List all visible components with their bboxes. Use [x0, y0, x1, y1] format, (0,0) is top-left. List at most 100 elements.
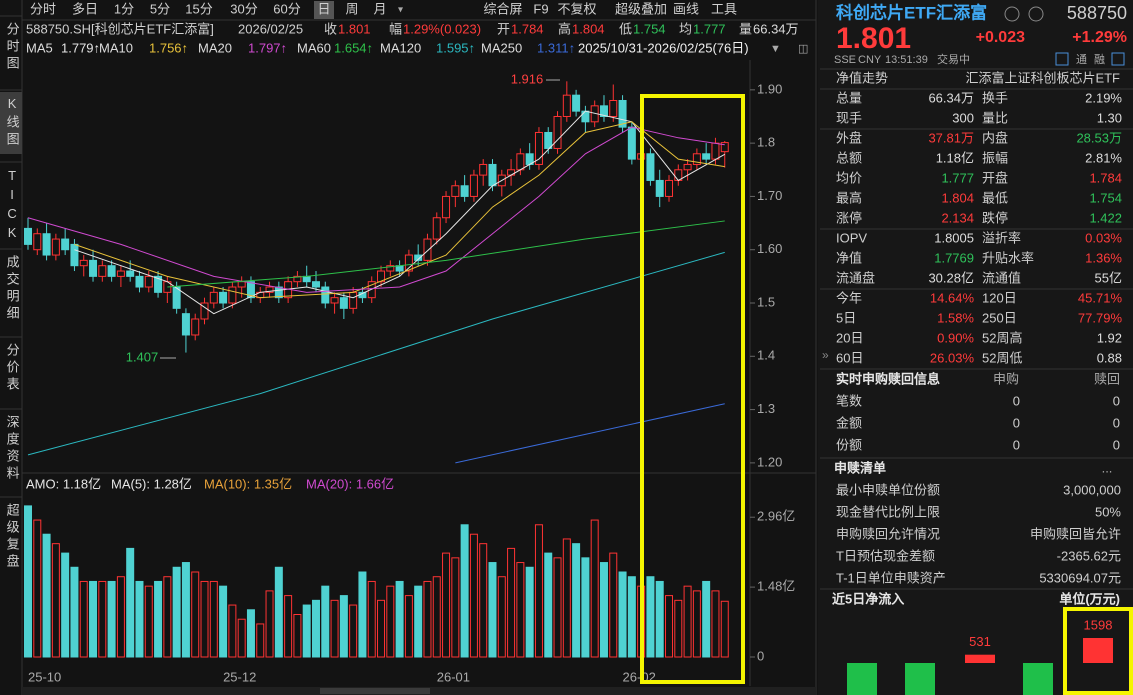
field-value: 300 — [952, 110, 974, 125]
inflow-bar — [847, 663, 877, 695]
period-tab[interactable]: 多日 — [72, 1, 98, 16]
sidebar-tab[interactable]: 超级复盘 — [5, 503, 20, 571]
volume-bar — [497, 576, 506, 658]
candle-body — [89, 259, 98, 277]
candle-body — [395, 265, 404, 272]
tool-button[interactable]: 不复权 — [557, 1, 596, 16]
volume-bar — [432, 576, 441, 658]
refresh-icon[interactable] — [1004, 6, 1020, 22]
volume-bar — [683, 585, 692, 658]
quote-value: 1.801 — [338, 21, 371, 36]
field-label: 溢折率 — [982, 230, 1021, 245]
y-tick-label: 1.60 — [757, 241, 782, 256]
tool-button[interactable]: 超级叠加 — [615, 1, 667, 16]
period-tab[interactable]: 60分 — [273, 1, 300, 16]
field-label: 现手 — [836, 110, 862, 125]
period-tab[interactable]: 周 — [345, 1, 358, 16]
inflow-bar — [1083, 638, 1113, 663]
candle-body — [274, 286, 283, 299]
icon[interactable] — [1111, 52, 1125, 66]
ma-value: 1.654↑ — [334, 40, 373, 55]
period-tab[interactable]: 日 — [317, 1, 330, 16]
period-tab[interactable]: 分时 — [30, 1, 56, 16]
sidebar-tab[interactable]: 分时图 — [5, 22, 20, 73]
price: 1.801 — [836, 22, 911, 55]
collapse-toggle[interactable]: » — [822, 348, 829, 362]
more[interactable]: ... — [1102, 460, 1113, 475]
volume-bar — [627, 576, 636, 658]
volume-legend: MA(20): 1.66亿 — [306, 476, 394, 491]
volume-bar — [599, 562, 608, 658]
period-tab[interactable]: 15分 — [185, 1, 212, 16]
sidebar-tab[interactable]: 成交明细 — [5, 255, 20, 323]
volume-bar — [228, 604, 237, 658]
tool-button[interactable]: 工具 — [711, 1, 737, 16]
volume-bar — [163, 576, 172, 658]
quote-value: 1.804 — [572, 21, 605, 36]
section-title: 近5日净流入 — [832, 591, 904, 606]
scroll-thumb[interactable] — [320, 688, 430, 694]
period-dropdown[interactable]: ▾ — [398, 5, 403, 16]
candle-body — [479, 163, 488, 176]
tool-button[interactable]: F9 — [533, 1, 548, 16]
ma-line — [455, 403, 725, 464]
ma-name: MA120 — [380, 40, 421, 55]
volume-bar — [311, 599, 320, 658]
ma-settings[interactable]: ◫ — [798, 43, 808, 55]
volume-bar — [525, 566, 534, 658]
field-label: 笔数 — [836, 393, 862, 408]
y-tick-label: 1.90 — [757, 81, 782, 96]
period-tab[interactable]: 5分 — [150, 1, 170, 16]
field-label: 金额 — [836, 415, 862, 430]
candle-body — [386, 265, 395, 272]
icon[interactable] — [1055, 52, 1069, 66]
candle-body — [246, 281, 255, 299]
volume-bar — [609, 552, 618, 658]
column-header: 赎回 — [1094, 371, 1120, 386]
volume-bar — [646, 576, 655, 658]
field-value: 3,000,000 — [1063, 482, 1121, 497]
add-icon[interactable] — [1028, 6, 1044, 22]
candle-body — [655, 179, 664, 197]
candle-body — [33, 233, 42, 251]
field-label: 振幅 — [982, 150, 1008, 165]
volume-bar — [674, 599, 683, 658]
candle-body — [711, 142, 720, 160]
quote-label: 量 — [739, 21, 752, 36]
tool-button[interactable]: 综合屏 — [483, 1, 522, 16]
ma-line — [27, 126, 725, 293]
sidebar-tab[interactable]: 分价表 — [5, 343, 20, 394]
field-value: 5330694.07元 — [1039, 570, 1121, 585]
ma-dropdown[interactable]: ▼ — [770, 43, 781, 55]
field-label: 量比 — [982, 110, 1008, 125]
field-value: 26.03% — [930, 350, 975, 365]
volume-bar — [665, 595, 674, 658]
tag: 通 — [1076, 53, 1087, 66]
period-tab[interactable]: 月 — [373, 1, 386, 16]
y-tick-label: 2.96亿 — [757, 509, 795, 524]
sidebar-tab[interactable]: TICK — [5, 168, 20, 244]
ma-name: MA60 — [297, 40, 331, 55]
candle-body — [70, 243, 79, 267]
sidebar-tab[interactable]: K线图 — [5, 96, 20, 149]
sidebar-tab[interactable]: 深度资料 — [5, 415, 20, 483]
period-tab[interactable]: 30分 — [230, 1, 257, 16]
volume-bar — [460, 524, 469, 658]
candle-body — [209, 291, 218, 304]
fund-name: 科创芯片ETF汇添富 — [836, 2, 987, 22]
candle-body — [349, 291, 358, 309]
tool-button[interactable]: 画线 — [673, 1, 699, 16]
y-tick-label: 1.8 — [757, 135, 775, 150]
volume-bar — [293, 614, 302, 658]
field-label: 52周高 — [982, 330, 1022, 345]
candle-body — [581, 110, 590, 123]
field-value: 0.03% — [1085, 230, 1122, 245]
field-value: 1.777 — [941, 170, 974, 185]
field-value: 37.81万 — [928, 130, 974, 145]
ma-line — [74, 110, 725, 315]
period-tab[interactable]: 1分 — [114, 1, 134, 16]
quote-value: 1.29%(0.023) — [403, 21, 481, 36]
fund-code: 588750 — [1067, 3, 1127, 23]
